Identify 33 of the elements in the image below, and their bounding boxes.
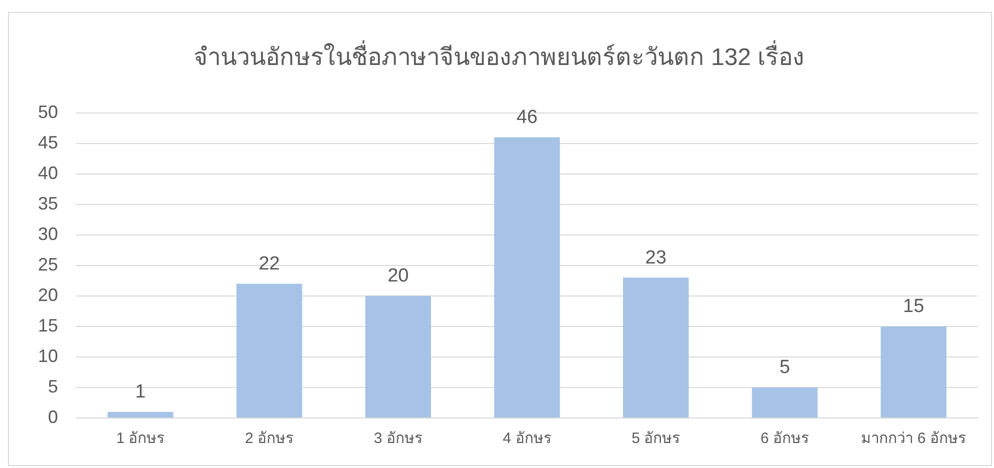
bar (108, 412, 174, 418)
chart-title: จำนวนอักษรในชื่อภาษาจีนของภาพยนตร์ตะวันตก 132 เรื่อง (193, 40, 805, 72)
bar (494, 137, 560, 418)
y-tick-label: 25 (38, 254, 58, 274)
x-tick-label: 6 อักษร (760, 430, 809, 448)
x-tick-label: มากกว่า 6 อักษร (861, 430, 966, 448)
data-label: 23 (645, 247, 666, 268)
y-tick-label: 50 (38, 102, 58, 122)
data-label: 1 (135, 382, 146, 403)
x-tick-label: 1 อักษร (116, 430, 165, 448)
y-tick-label: 45 (38, 132, 58, 152)
x-tick-label: 3 อักษร (374, 430, 422, 448)
bar (365, 296, 432, 418)
bar (752, 387, 818, 418)
data-label: 5 (779, 357, 790, 378)
x-tick-label: 4 อักษร (502, 430, 552, 448)
y-tick-label: 35 (38, 193, 58, 214)
data-label: 15 (903, 296, 924, 318)
y-tick-label: 30 (38, 224, 58, 244)
y-tick-label: 20 (38, 284, 58, 305)
y-tick-label: 0 (48, 406, 58, 427)
data-label: 46 (516, 106, 538, 128)
y-tick-label: 15 (38, 315, 58, 336)
x-tick-label: 5 อักษร (632, 430, 680, 448)
y-tick-label: 10 (38, 346, 58, 366)
y-tick-label: 40 (38, 162, 58, 183)
bar (880, 326, 946, 418)
data-label: 20 (388, 266, 409, 287)
bar (623, 278, 689, 418)
x-tick-label: 2 อักษร (245, 430, 294, 448)
data-label: 22 (258, 253, 280, 274)
bar (236, 284, 302, 418)
y-tick-label: 5 (48, 376, 58, 396)
